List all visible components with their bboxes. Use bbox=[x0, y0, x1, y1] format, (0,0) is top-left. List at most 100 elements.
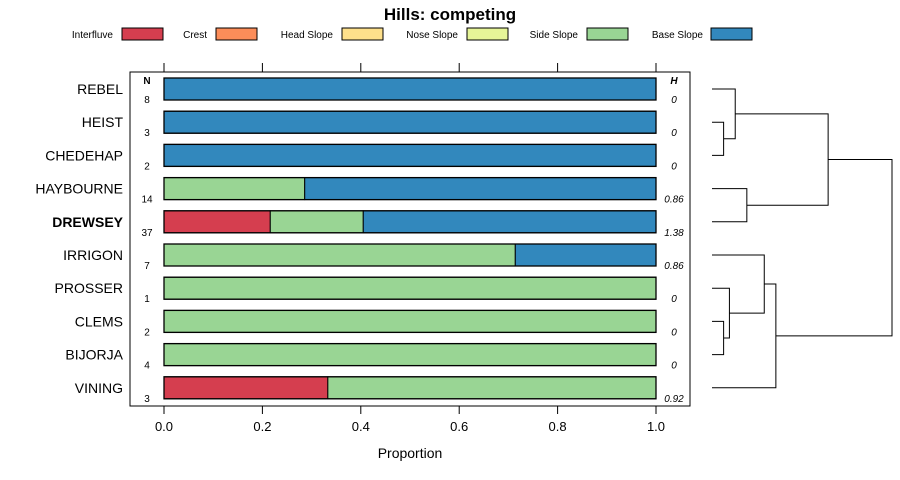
dendrogram-link bbox=[775, 159, 893, 337]
chart-title: Hills: competing bbox=[384, 5, 516, 24]
h-value: 0.86 bbox=[664, 195, 684, 206]
x-tick-label: 0.4 bbox=[352, 419, 370, 434]
h-column-header: H bbox=[670, 76, 678, 87]
row-label: VINING bbox=[75, 380, 123, 396]
x-axis-label: Proportion bbox=[378, 445, 443, 461]
bar-outline bbox=[163, 176, 657, 201]
bar-segment bbox=[304, 177, 657, 201]
bar-segment bbox=[327, 376, 657, 400]
row-label: HEIST bbox=[82, 114, 124, 130]
bar-segment bbox=[163, 309, 657, 333]
bar-segment bbox=[163, 243, 516, 267]
dendrogram-link bbox=[712, 320, 725, 356]
dendrogram-link bbox=[712, 287, 730, 339]
h-value: 0.86 bbox=[664, 261, 684, 272]
h-value: 0 bbox=[671, 128, 677, 139]
dendrogram-link bbox=[712, 254, 765, 314]
bar-segment bbox=[269, 210, 364, 234]
bar-outline bbox=[163, 309, 657, 334]
bar-outline bbox=[163, 276, 657, 300]
x-tick-label: 0.6 bbox=[450, 419, 468, 434]
n-value: 3 bbox=[144, 128, 150, 139]
row-label: DREWSEY bbox=[52, 214, 123, 230]
bar-outline bbox=[163, 210, 657, 234]
row-label: HAYBOURNE bbox=[35, 181, 123, 197]
bar-outline bbox=[163, 77, 657, 101]
legend-swatch bbox=[215, 27, 258, 41]
row-rebel: REBEL 8 0 bbox=[77, 77, 677, 106]
n-value: 14 bbox=[141, 195, 153, 206]
bar-outline bbox=[163, 376, 657, 400]
row-bijorja: BIJORJA 4 0 bbox=[65, 342, 677, 372]
top-ticks bbox=[163, 63, 657, 72]
bar-segment bbox=[163, 210, 271, 234]
row-haybourne: HAYBOURNE 14 0.86 bbox=[35, 176, 684, 206]
row-vining: VINING 3 0.92 bbox=[75, 376, 684, 405]
row-irrigon: IRRIGON 7 0.86 bbox=[63, 243, 684, 272]
x-tick-label: 0.0 bbox=[155, 419, 173, 434]
row-chedehap: CHEDEHAP 2 0 bbox=[45, 143, 677, 172]
row-label: CLEMS bbox=[75, 313, 123, 329]
legend-swatch bbox=[710, 27, 753, 41]
row-label: IRRIGON bbox=[63, 247, 123, 263]
bar-segment bbox=[163, 376, 329, 400]
legend-label: Head Slope bbox=[281, 30, 334, 41]
n-value: 3 bbox=[144, 394, 150, 405]
legend-swatch bbox=[341, 27, 384, 41]
plot-frame bbox=[129, 71, 691, 407]
x-tick-label: 0.2 bbox=[253, 419, 271, 434]
legend-label: Crest bbox=[183, 30, 207, 41]
dendrogram-link bbox=[735, 113, 829, 206]
legend-swatch bbox=[586, 27, 629, 41]
dendrogram-link bbox=[712, 188, 748, 223]
x-tick-label: 0.8 bbox=[549, 419, 567, 434]
bar-segment bbox=[163, 276, 657, 300]
bar-outline bbox=[163, 143, 657, 168]
n-column-header: N bbox=[143, 76, 150, 87]
bar-outline bbox=[163, 342, 657, 367]
x-tick-label: 1.0 bbox=[647, 419, 665, 434]
h-value: 0 bbox=[671, 327, 677, 338]
bar-segment bbox=[163, 177, 306, 201]
n-value: 37 bbox=[141, 228, 153, 239]
row-clems: CLEMS 2 0 bbox=[75, 309, 677, 338]
bar-outline bbox=[163, 243, 657, 267]
n-value: 2 bbox=[144, 161, 150, 172]
row-label: REBEL bbox=[77, 81, 123, 97]
bar-outline bbox=[163, 110, 657, 134]
n-value: 1 bbox=[144, 294, 150, 305]
dendrogram-link bbox=[712, 121, 725, 156]
bar-segment bbox=[163, 343, 657, 367]
bar-segment bbox=[163, 110, 657, 134]
h-value: 0 bbox=[671, 294, 677, 305]
n-value: 2 bbox=[144, 327, 150, 338]
n-value: 4 bbox=[144, 361, 150, 372]
legend-swatch bbox=[466, 27, 509, 41]
legend-label: Side Slope bbox=[530, 30, 579, 41]
legend-swatch bbox=[121, 27, 164, 41]
row-label: BIJORJA bbox=[65, 347, 123, 363]
n-value: 8 bbox=[144, 95, 150, 106]
bar-segment bbox=[163, 77, 657, 101]
row-label: PROSSER bbox=[55, 280, 123, 296]
legend-label: Interfluve bbox=[72, 30, 114, 41]
dendrogram-link bbox=[712, 283, 777, 389]
dendrogram bbox=[712, 88, 893, 389]
h-value: 0 bbox=[671, 161, 677, 172]
legend: Interfluve Crest Head Slope Nose Slope Side … bbox=[72, 27, 753, 41]
h-value: 1.38 bbox=[664, 228, 684, 239]
h-value: 0 bbox=[671, 361, 677, 372]
bar-segment bbox=[514, 243, 657, 267]
h-value: 0.92 bbox=[664, 394, 684, 405]
legend-label: Nose Slope bbox=[406, 30, 458, 41]
row-heist: HEIST 3 0 bbox=[82, 110, 677, 139]
n-value: 7 bbox=[144, 261, 150, 272]
row-label: CHEDEHAP bbox=[45, 147, 123, 163]
h-value: 0 bbox=[671, 95, 677, 106]
x-axis: 0.0 0.2 0.4 0.6 0.8 1.0 bbox=[155, 406, 665, 434]
bar-segment bbox=[362, 210, 657, 234]
bar-segment bbox=[163, 143, 657, 167]
legend-label: Base Slope bbox=[652, 30, 704, 41]
